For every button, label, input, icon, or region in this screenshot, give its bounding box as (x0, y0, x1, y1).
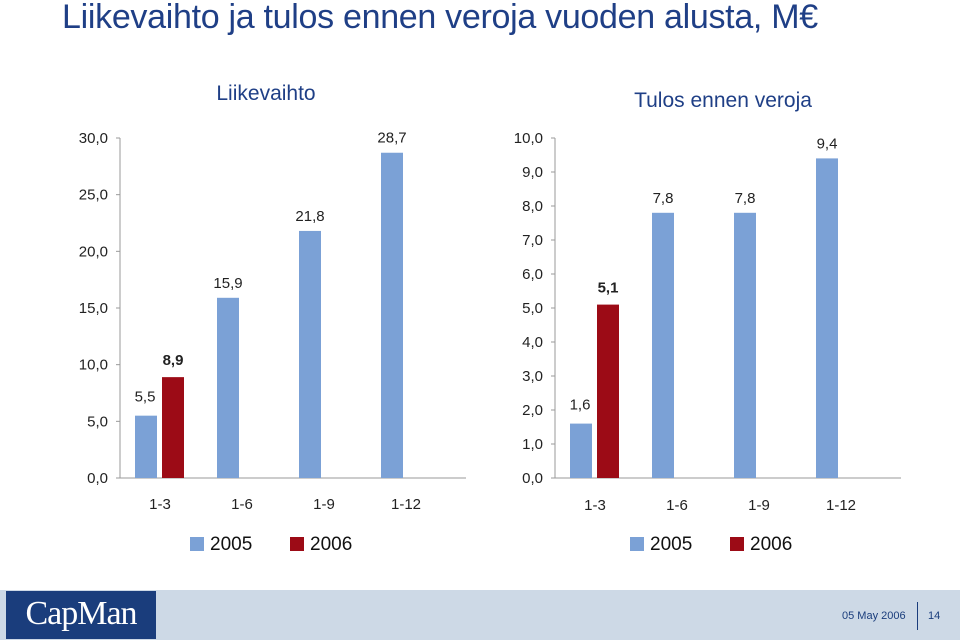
chart1-category-label: 1-9 (313, 496, 335, 513)
chart2-category-label: 1-9 (748, 497, 770, 514)
chart2-ytick-label: 4,0 (522, 334, 543, 351)
footer-bar: CapMan 05 May 2006 14 (0, 590, 960, 640)
chart2-title: Tulos ennen veroja (634, 89, 812, 112)
chart2-ytick-label: 2,0 (522, 402, 543, 419)
chart2-ytick-label: 9,0 (522, 164, 543, 181)
chart1-category-label: 1-3 (149, 496, 171, 513)
chart1-bar-2005 (135, 415, 157, 478)
chart2-data-label-2005: 7,8 (653, 190, 674, 207)
footer-date: 05 May 2006 (842, 610, 906, 622)
chart1-category-label: 1-12 (391, 496, 421, 513)
chart2-bar-2005 (652, 212, 674, 479)
chart2-bar-2005 (570, 423, 592, 478)
capman-logo: CapMan (6, 591, 156, 639)
chart2-ytick-label: 5,0 (522, 300, 543, 317)
page-number: 14 (928, 610, 941, 622)
footer-divider (917, 602, 918, 630)
chart2-ytick-label: 3,0 (522, 368, 543, 385)
chart2-legend-label-2006: 2006 (750, 534, 792, 555)
chart1-ytick-label: 5,0 (87, 413, 108, 430)
chart2-data-label-2005: 7,8 (735, 190, 756, 207)
chart1-data-label-2005: 5,5 (135, 389, 156, 406)
logo-text: CapMan (25, 595, 137, 632)
chart2-data-label-2006: 5,1 (598, 280, 619, 297)
chart1-bar-2005 (299, 230, 321, 478)
chart1-data-label-2005: 28,7 (377, 130, 406, 147)
chart2-legend-swatch-2005 (630, 537, 644, 551)
chart2-bar-2006 (597, 304, 619, 478)
chart2-legend-swatch-2006 (730, 537, 744, 551)
chart1-data-label-2005: 21,8 (295, 208, 324, 225)
chart2-category-label: 1-12 (826, 497, 856, 514)
chart1-bar-2006 (162, 377, 184, 478)
chart2-data-label-2005: 9,4 (817, 135, 838, 152)
chart2-category-label: 1-6 (666, 497, 688, 514)
chart2-ytick-label: 10,0 (514, 130, 543, 147)
chart2-bar-2005 (734, 212, 756, 479)
page-title: Liikevaihto ja tulos ennen veroja vuoden… (62, 0, 818, 36)
chart1-ytick-label: 10,0 (79, 357, 108, 374)
chart2-ytick-label: 7,0 (522, 232, 543, 249)
chart2-bar-2005 (816, 158, 838, 478)
charts-canvas: Liikevaihto 0,0 5,0 10,0 15,0 20,0 25,0 30,0 5,5… (79, 82, 901, 555)
chart2-legend-label-2005: 2005 (650, 534, 692, 555)
chart1-title: Liikevaihto (216, 82, 315, 105)
chart1-data-label-2005: 15,9 (213, 275, 242, 292)
chart1-legend-swatch-2005 (190, 537, 204, 551)
chart1-legend-swatch-2006 (290, 537, 304, 551)
chart1-ytick-label: 20,0 (79, 243, 108, 260)
chart2-ytick-label: 8,0 (522, 198, 543, 215)
chart2-data-label-2005: 1,6 (570, 397, 591, 414)
chart2-ytick-label: 1,0 (522, 436, 543, 453)
chart2-ytick-label: 0,0 (522, 470, 543, 487)
chart1-ytick-label: 25,0 (79, 187, 108, 204)
chart1-ytick-label: 0,0 (87, 470, 108, 487)
chart1-legend-label-2006: 2006 (310, 534, 352, 555)
chart1-bar-2005 (217, 297, 239, 478)
chart1-ytick-label: 30,0 (79, 130, 108, 147)
chart1-ytick-label: 15,0 (79, 300, 108, 317)
chart1-legend-label-2005: 2005 (210, 534, 252, 555)
chart1-bar-2005 (381, 152, 403, 478)
chart2-category-label: 1-3 (584, 497, 606, 514)
chart2-ytick-label: 6,0 (522, 266, 543, 283)
chart1-category-label: 1-6 (231, 496, 253, 513)
chart1-data-label-2006: 8,9 (163, 352, 184, 369)
